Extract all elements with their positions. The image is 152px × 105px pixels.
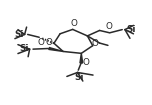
Text: Si: Si [19, 44, 29, 53]
Polygon shape [80, 53, 83, 63]
Polygon shape [49, 48, 63, 51]
Text: Si: Si [75, 73, 84, 82]
Text: O: O [71, 19, 78, 28]
Text: O: O [83, 58, 90, 67]
Text: O: O [92, 39, 99, 48]
Text: Si: Si [126, 25, 136, 34]
Text: O: O [37, 38, 44, 47]
Text: Si: Si [14, 30, 23, 39]
Text: O: O [46, 38, 53, 47]
Text: O: O [106, 22, 113, 31]
